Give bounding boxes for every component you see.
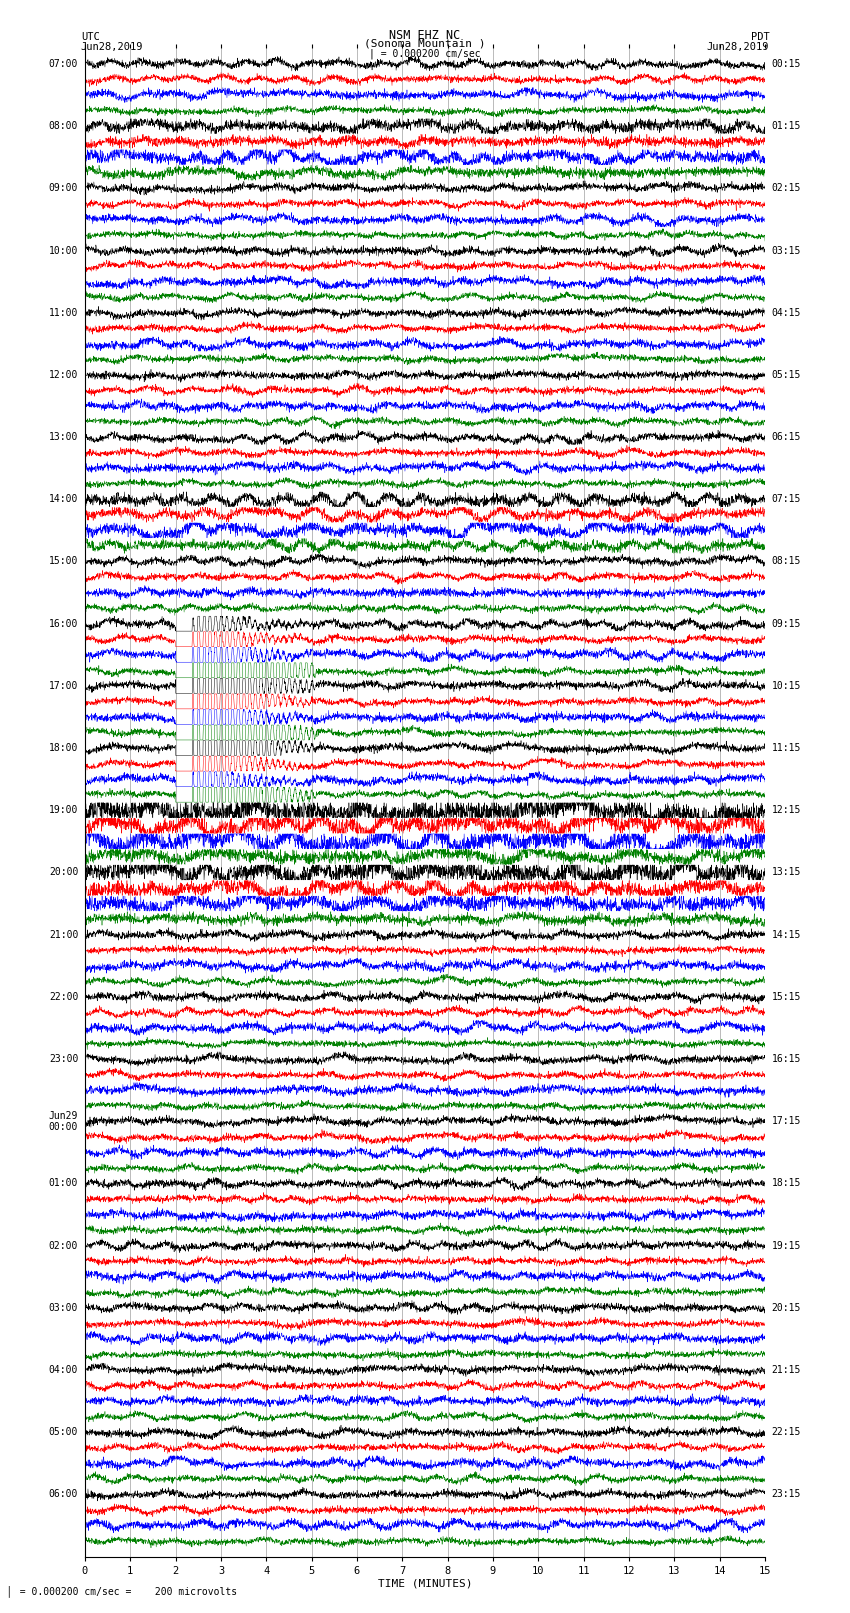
Text: ▏ = 0.000200 cm/sec =    200 microvolts: ▏ = 0.000200 cm/sec = 200 microvolts [8, 1586, 238, 1597]
Text: 01:15: 01:15 [772, 121, 802, 131]
Text: 03:15: 03:15 [772, 245, 802, 255]
Text: 22:15: 22:15 [772, 1428, 802, 1437]
Text: PDT: PDT [751, 32, 769, 42]
Text: 07:15: 07:15 [772, 494, 802, 505]
Text: 08:00: 08:00 [48, 121, 78, 131]
Text: 06:15: 06:15 [772, 432, 802, 442]
Text: 14:15: 14:15 [772, 929, 802, 940]
Text: 05:00: 05:00 [48, 1428, 78, 1437]
Text: 16:00: 16:00 [48, 619, 78, 629]
Text: 13:00: 13:00 [48, 432, 78, 442]
Text: 09:00: 09:00 [48, 184, 78, 194]
Text: 01:00: 01:00 [48, 1179, 78, 1189]
Text: 09:15: 09:15 [772, 619, 802, 629]
Text: Jun28,2019: Jun28,2019 [81, 42, 144, 52]
Text: 17:00: 17:00 [48, 681, 78, 690]
Text: 19:00: 19:00 [48, 805, 78, 815]
Text: 16:15: 16:15 [772, 1053, 802, 1065]
Text: 23:00: 23:00 [48, 1053, 78, 1065]
Text: 15:15: 15:15 [772, 992, 802, 1002]
Text: NSM EHZ NC: NSM EHZ NC [389, 29, 461, 42]
Text: 20:00: 20:00 [48, 868, 78, 877]
Text: 19:15: 19:15 [772, 1240, 802, 1250]
Text: Jun28,2019: Jun28,2019 [706, 42, 769, 52]
Text: 12:00: 12:00 [48, 369, 78, 381]
Text: 11:15: 11:15 [772, 744, 802, 753]
Text: 21:00: 21:00 [48, 929, 78, 940]
Text: 18:00: 18:00 [48, 744, 78, 753]
Text: 11:00: 11:00 [48, 308, 78, 318]
Text: 03:00: 03:00 [48, 1303, 78, 1313]
Text: 07:00: 07:00 [48, 60, 78, 69]
Text: 02:00: 02:00 [48, 1240, 78, 1250]
Text: 10:00: 10:00 [48, 245, 78, 255]
Text: 06:00: 06:00 [48, 1489, 78, 1500]
Text: 12:15: 12:15 [772, 805, 802, 815]
Text: Jun29
00:00: Jun29 00:00 [48, 1111, 78, 1132]
Text: 18:15: 18:15 [772, 1179, 802, 1189]
Text: 04:15: 04:15 [772, 308, 802, 318]
Text: 17:15: 17:15 [772, 1116, 802, 1126]
Text: 08:15: 08:15 [772, 556, 802, 566]
Text: (Sonoma Mountain ): (Sonoma Mountain ) [365, 39, 485, 48]
Text: 05:15: 05:15 [772, 369, 802, 381]
Text: 04:00: 04:00 [48, 1365, 78, 1374]
Text: 00:15: 00:15 [772, 60, 802, 69]
Text: 15:00: 15:00 [48, 556, 78, 566]
Text: 02:15: 02:15 [772, 184, 802, 194]
Text: 22:00: 22:00 [48, 992, 78, 1002]
Text: 23:15: 23:15 [772, 1489, 802, 1500]
Text: | = 0.000200 cm/sec: | = 0.000200 cm/sec [369, 48, 481, 60]
Text: 14:00: 14:00 [48, 494, 78, 505]
Text: UTC: UTC [81, 32, 99, 42]
Text: 10:15: 10:15 [772, 681, 802, 690]
X-axis label: TIME (MINUTES): TIME (MINUTES) [377, 1579, 473, 1589]
Text: 13:15: 13:15 [772, 868, 802, 877]
Text: 21:15: 21:15 [772, 1365, 802, 1374]
Text: 20:15: 20:15 [772, 1303, 802, 1313]
